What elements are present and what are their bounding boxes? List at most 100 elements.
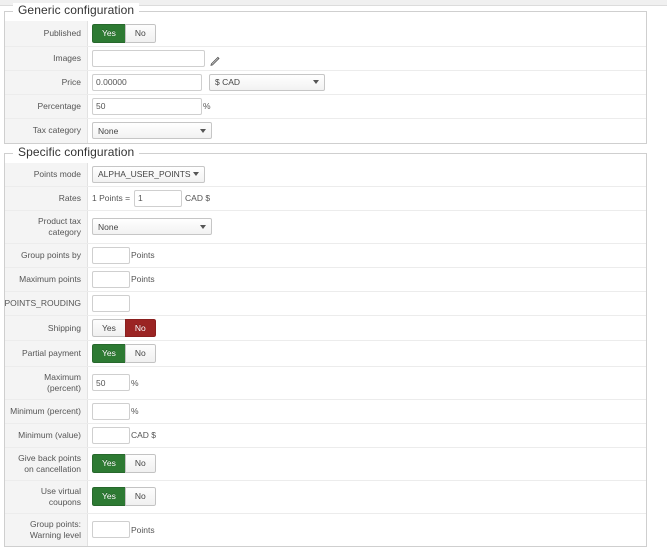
row-maximum-percent: Maximum (percent)%: [5, 366, 646, 400]
row-group-points-warning-level: Group points: Warning level Points: [5, 513, 646, 546]
row-shipping: Shipping Yes No: [5, 315, 646, 342]
value-partial-payment: Yes No: [88, 341, 646, 366]
select-currency-value: $ CAD: [215, 77, 241, 88]
toggle-yes-published[interactable]: Yes: [92, 24, 125, 43]
label-text-images: Images: [53, 52, 81, 63]
suffix-minimum-percent: %: [131, 406, 139, 417]
toggle-no-give-back-points-on-cancellation[interactable]: No: [124, 454, 156, 474]
suffix-maximum-points: Points: [131, 274, 155, 285]
chevron-down-icon: [200, 224, 206, 229]
input-group-points-by[interactable]: [92, 246, 130, 264]
label-text-percentage: Percentage: [37, 100, 81, 111]
toggle-no-published[interactable]: No: [124, 24, 156, 43]
input-rates[interactable]: [134, 189, 183, 207]
toggle-shipping[interactable]: Yes No: [92, 318, 156, 338]
label-maximum-percent: Maximum (percent): [5, 366, 88, 399]
value-group-points-warning-level: Points: [88, 513, 646, 546]
row-group-points-by: Group points by Points: [5, 243, 646, 268]
select-currency[interactable]: $ CAD: [209, 73, 325, 91]
value-price: $ CAD: [88, 70, 646, 94]
suffix-group-points-warning-level: Points: [131, 524, 155, 535]
label-give-back-points-on-cancellation: Give back points on cancellation: [5, 447, 88, 480]
input-minimum-value[interactable]: [92, 426, 130, 444]
row-minimum-percent: Minimum (percent)%: [5, 399, 646, 424]
row-product-tax-category: Product tax category None: [5, 210, 646, 244]
label-text-use-virtual-coupons: Use virtual coupons: [40, 485, 81, 508]
value-maximum-percent: %: [88, 366, 646, 399]
toggle-yes-use-virtual-coupons[interactable]: Yes: [92, 487, 125, 506]
value-images: [88, 46, 646, 70]
rows-specific-configuration: Points mode ALPHA_USER_POINTS Rates 1 Point…: [4, 162, 646, 546]
row-tax-category: Tax category None: [5, 118, 646, 143]
input-maximum-percent[interactable]: [92, 374, 130, 392]
chevron-down-icon: [200, 128, 206, 133]
value-minimum-value: CAD $: [88, 423, 646, 447]
label-published: Published: [5, 21, 88, 46]
input-group-points-warning-level[interactable]: [92, 521, 130, 539]
label-points-mode: Points mode: [5, 162, 88, 186]
row-minimum-value: Minimum (value) CAD $: [5, 423, 646, 448]
select-points-mode[interactable]: ALPHA_USER_POINTS: [92, 165, 205, 183]
label-text-product-tax-category: Product tax category: [38, 215, 81, 238]
value-tax-category: None: [88, 118, 646, 143]
label-price: Price: [5, 70, 88, 94]
row-points-mode: Points mode ALPHA_USER_POINTS: [5, 162, 646, 187]
input-images[interactable]: [92, 49, 205, 67]
label-text-tax-category: Tax category: [32, 125, 81, 136]
input-price[interactable]: [92, 73, 202, 91]
toggle-yes-give-back-points-on-cancellation[interactable]: Yes: [92, 454, 125, 474]
label-maximum-points: Maximum points: [5, 267, 88, 291]
toggle-use-virtual-coupons[interactable]: Yes No: [92, 487, 156, 506]
row-use-virtual-coupons: Use virtual coupons Yes No: [5, 480, 646, 514]
label-text-minimum-percent: Minimum (percent): [10, 406, 81, 417]
label-shipping: Shipping: [5, 315, 88, 341]
toggle-yes-shipping[interactable]: Yes: [92, 318, 125, 338]
label-percentage: Percentage: [5, 94, 88, 118]
legend-generic-configuration: Generic configuration: [13, 3, 140, 17]
label-group-points-warning-level: Group points: Warning level: [5, 513, 88, 546]
configuration-form: Generic configuration Published Yes No Image…: [0, 3, 667, 547]
value-published: Yes No: [88, 21, 646, 46]
value-maximum-points: Points: [88, 267, 646, 291]
label-text-shipping: Shipping: [47, 322, 81, 333]
input-points-rouding[interactable]: [92, 294, 130, 312]
input-percentage[interactable]: [92, 97, 202, 115]
label-product-tax-category: Product tax category: [5, 210, 88, 243]
input-maximum-points[interactable]: [92, 270, 130, 288]
chevron-down-icon: [313, 80, 319, 85]
input-minimum-percent[interactable]: [92, 402, 130, 420]
row-give-back-points-on-cancellation: Give back points on cancellation Yes No: [5, 447, 646, 481]
label-points-rouding: POINTS_ROUDING: [4, 291, 88, 315]
label-rates: Rates: [5, 186, 88, 210]
toggle-partial-payment[interactable]: Yes No: [92, 344, 156, 363]
select-product-tax-category[interactable]: None: [92, 218, 212, 236]
value-product-tax-category: None: [88, 210, 646, 243]
toggle-no-shipping[interactable]: No: [124, 318, 156, 338]
toggle-give-back-points-on-cancellation[interactable]: Yes No: [92, 454, 156, 474]
value-shipping: Yes No: [88, 315, 646, 341]
legend-specific-configuration: Specific configuration: [13, 144, 140, 159]
select-tax-category-value: None: [98, 125, 119, 136]
label-text-maximum-percent: Maximum (percent): [44, 371, 81, 394]
select-tax-category[interactable]: None: [92, 122, 212, 140]
row-points-rouding: POINTS_ROUDING: [4, 291, 646, 316]
chevron-down-icon: [193, 172, 199, 177]
value-points-mode: ALPHA_USER_POINTS: [88, 162, 646, 186]
label-minimum-percent: Minimum (percent): [5, 399, 88, 423]
label-text-points-rouding: POINTS_ROUDING: [4, 297, 81, 308]
prefix-rates: 1 Points =: [92, 193, 131, 204]
toggle-yes-partial-payment[interactable]: Yes: [92, 344, 125, 363]
toggle-no-use-virtual-coupons[interactable]: No: [124, 487, 156, 506]
label-text-group-points-by: Group points by: [20, 249, 81, 260]
pencil-icon[interactable]: [210, 53, 221, 66]
row-images: Images: [5, 46, 646, 71]
label-use-virtual-coupons: Use virtual coupons: [5, 480, 88, 513]
label-images: Images: [5, 46, 88, 70]
select-product-tax-category-value: None: [98, 221, 119, 232]
toggle-no-partial-payment[interactable]: No: [124, 344, 156, 363]
suffix-maximum-percent: %: [131, 377, 139, 388]
toggle-published[interactable]: Yes No: [92, 24, 156, 43]
value-use-virtual-coupons: Yes No: [88, 480, 646, 513]
value-percentage: %: [88, 94, 646, 118]
